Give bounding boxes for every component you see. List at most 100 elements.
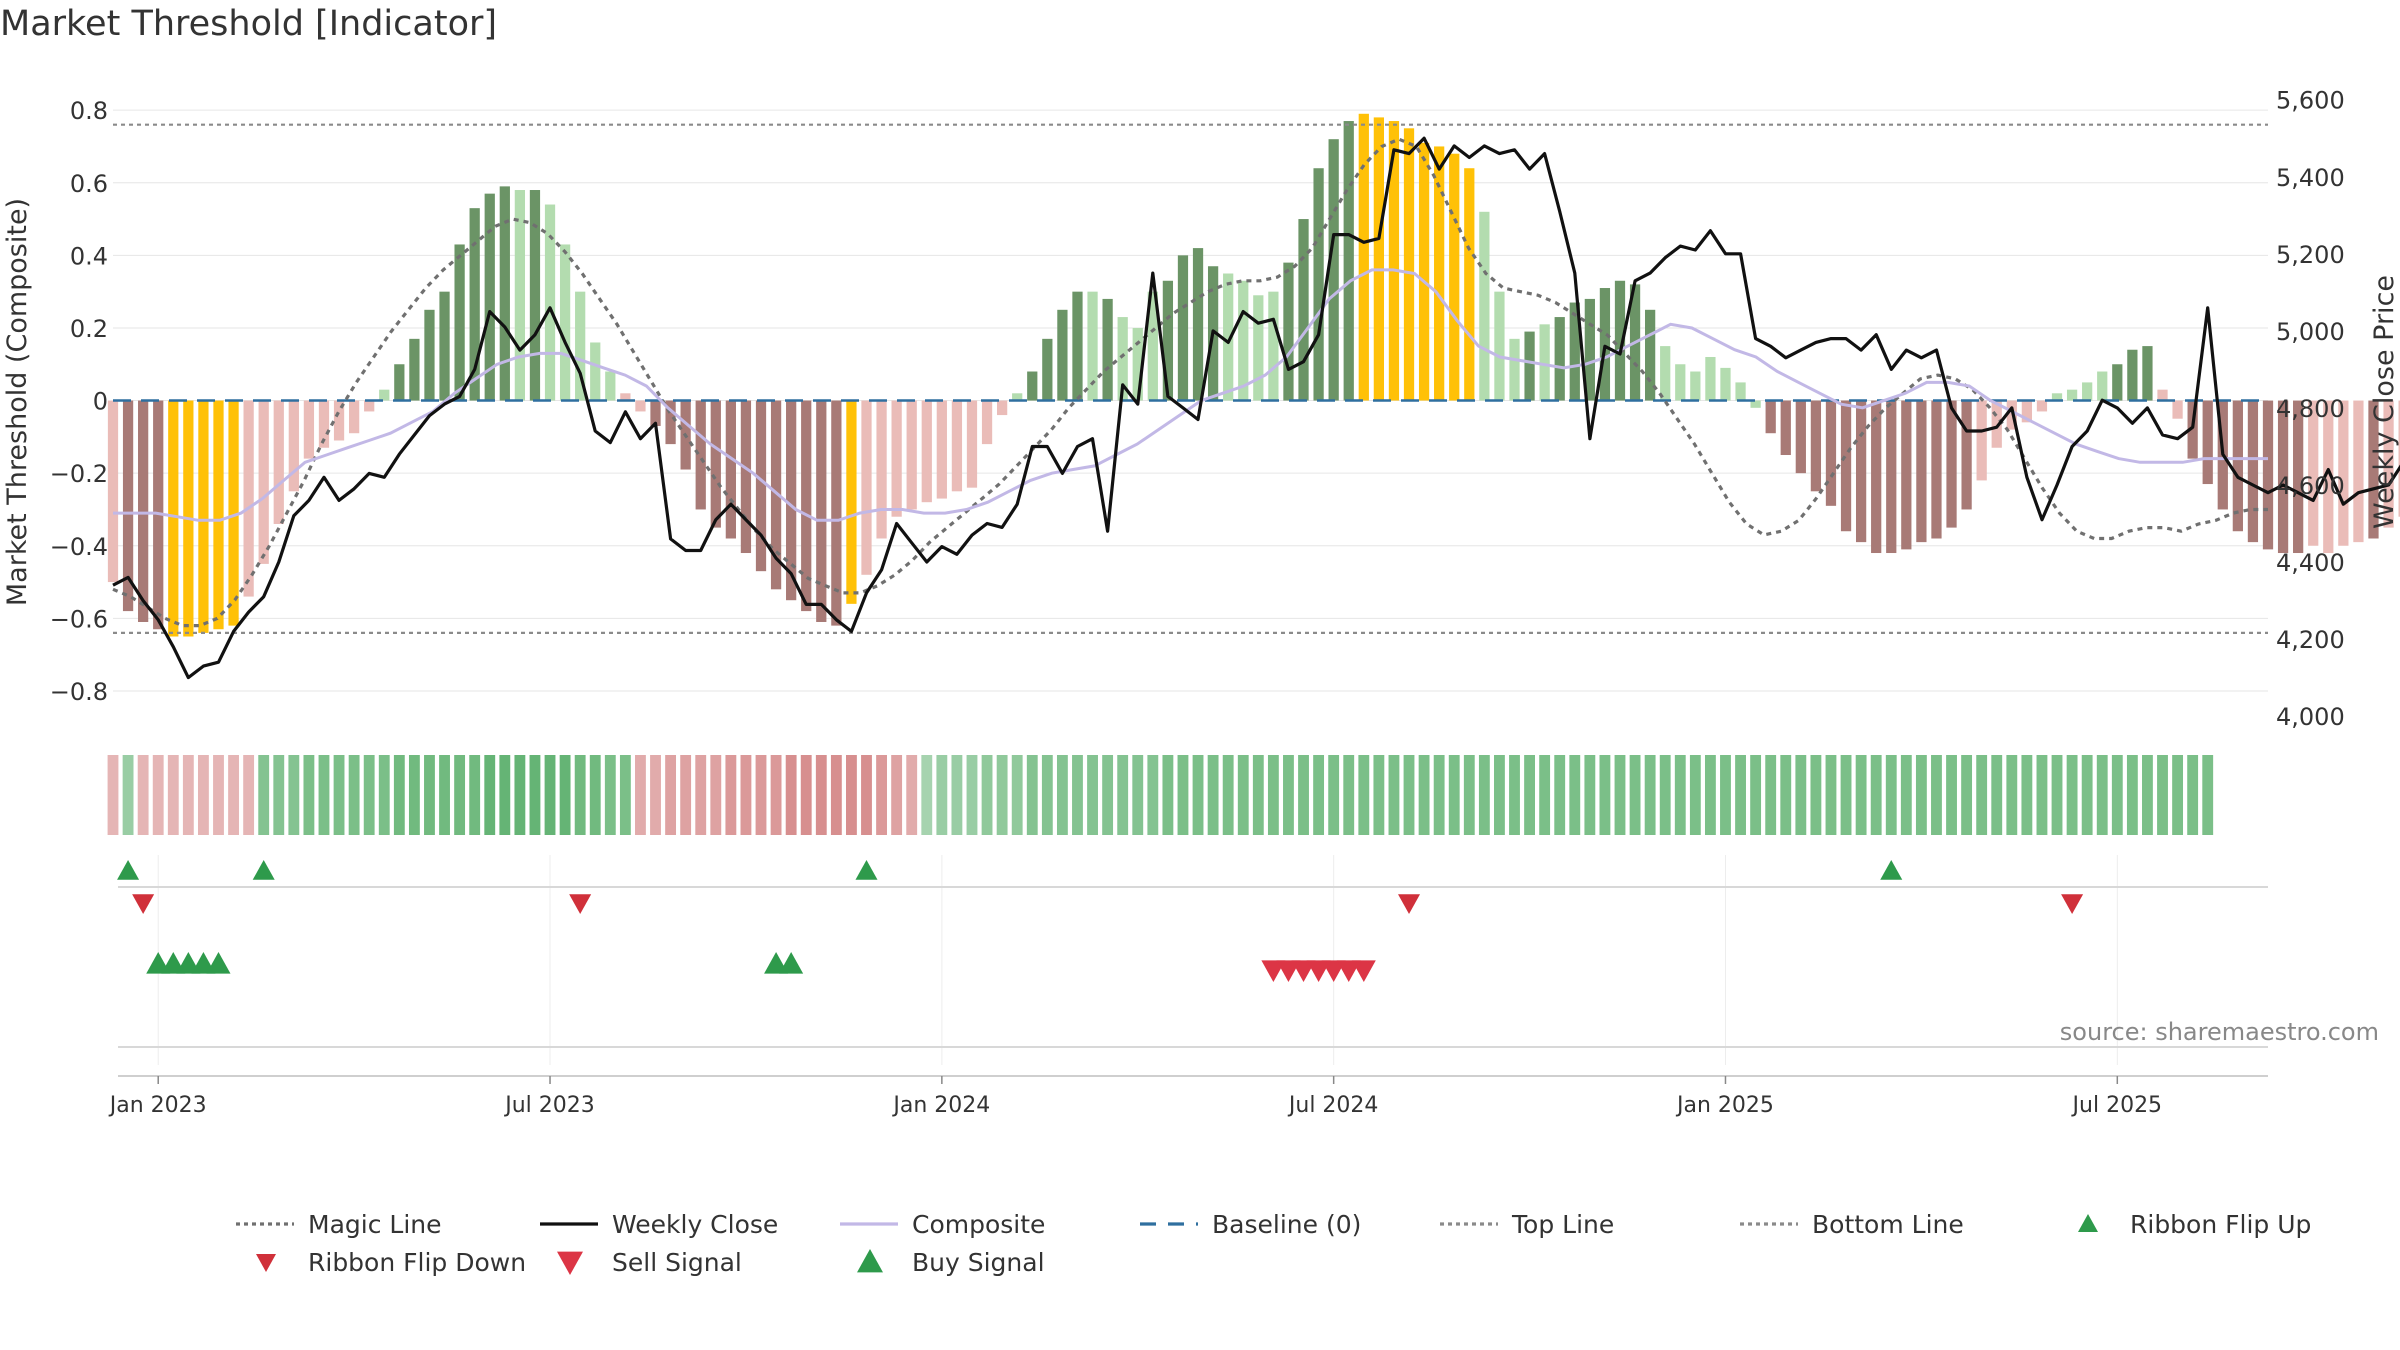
legend-label: Buy Signal — [912, 1248, 1045, 1277]
legend-label: Baseline (0) — [1212, 1210, 1361, 1239]
sell-signal-marker — [1261, 960, 1286, 982]
y-tick-label: −0.4 — [50, 533, 108, 561]
composite-bar — [499, 186, 510, 401]
ribbon-segment — [1222, 755, 1234, 835]
sell-signal-marker — [1306, 960, 1331, 982]
x-tick-label: Jan 2024 — [891, 1093, 990, 1118]
ribbon-segment — [1704, 755, 1716, 835]
composite-bar — [2112, 364, 2123, 401]
ribbon-segment — [1207, 755, 1219, 835]
ribbon-segment — [680, 755, 692, 835]
ribbon-flip-up-marker — [855, 860, 878, 880]
composite-bar — [1660, 346, 1671, 401]
composite-bar — [1871, 400, 1882, 554]
composite-bar — [1690, 371, 1701, 401]
composite-bar — [424, 309, 435, 401]
ribbon-segment — [273, 755, 285, 835]
composite-bar — [755, 400, 767, 572]
y2-tick-label: 4,200 — [2276, 626, 2345, 654]
buy-signal-marker — [191, 952, 216, 974]
ribbon-segment — [424, 755, 435, 835]
composite-bar — [484, 193, 495, 401]
composite-bar — [2247, 400, 2259, 543]
composite-bar — [2142, 346, 2153, 401]
composite-bar — [2398, 400, 2400, 517]
buy-signal-marker — [146, 952, 171, 974]
ribbon-segment — [559, 755, 571, 835]
ribbon-segment — [1117, 755, 1129, 835]
ribbon-segment — [1644, 755, 1656, 835]
y-tick-label: 0 — [93, 388, 108, 416]
legend-label: Top Line — [1511, 1210, 1614, 1239]
ribbon-segment — [243, 755, 255, 835]
composite-bar — [514, 190, 526, 401]
composite-bar — [1705, 356, 1716, 401]
legend-label: Sell Signal — [612, 1248, 742, 1277]
composite-bar — [1403, 128, 1415, 401]
composite-bar — [107, 400, 119, 583]
ribbon-segment — [484, 755, 496, 835]
ribbon-segment — [1313, 755, 1325, 835]
composite-bar — [168, 400, 179, 637]
composite-bar — [2262, 400, 2274, 550]
composite-bar — [1916, 400, 1927, 543]
composite-bar — [1268, 291, 1279, 401]
composite-bar — [2187, 400, 2198, 459]
composite-bar — [198, 400, 209, 633]
ribbon-segment — [544, 755, 556, 835]
y-tick-label: −0.2 — [50, 460, 108, 488]
ribbon-segment — [2126, 755, 2138, 835]
ribbon-segment — [1689, 755, 1701, 835]
composite-bar — [1147, 291, 1158, 401]
composite-bar — [1057, 309, 1068, 401]
ribbon-segment — [604, 755, 616, 835]
composite-bar — [1539, 324, 1550, 401]
composite-bar — [951, 400, 963, 492]
y2-tick-label: 4,800 — [2276, 395, 2345, 423]
composite-bar — [1223, 273, 1234, 401]
composite-bar — [2232, 400, 2243, 532]
composite-bar — [665, 400, 676, 445]
composite-bar — [861, 400, 872, 575]
ribbon-segment — [1991, 755, 2003, 835]
composite-bar — [1027, 371, 1038, 401]
ribbon-segment — [1795, 755, 1807, 835]
composite-bar — [1509, 338, 1520, 401]
ribbon-segment — [1072, 755, 1083, 835]
legend-item-ribbon-flip-up: Ribbon Flip Up — [2078, 1210, 2311, 1239]
composite-bar — [2066, 389, 2078, 401]
ribbon-segment — [1373, 755, 1385, 835]
ribbon-segment — [1509, 755, 1520, 835]
composite-bar — [333, 400, 345, 441]
legend-swatch — [2078, 1214, 2098, 1232]
ribbon-segment — [499, 755, 511, 835]
composite-bar — [1177, 255, 1189, 401]
ribbon-segment — [1147, 755, 1159, 835]
ribbon-segment — [1298, 755, 1309, 835]
composite-bar — [2353, 400, 2364, 543]
ribbon-segment — [137, 755, 149, 835]
ribbon-segment — [1162, 755, 1174, 835]
ribbon-segment — [589, 755, 601, 835]
ribbon-segment — [1750, 755, 1762, 835]
legend-item-top-line: Top Line — [1440, 1210, 1614, 1239]
composite-bar — [273, 400, 284, 524]
y-tick-label: 0.8 — [70, 97, 108, 125]
composite-bar — [213, 400, 224, 630]
ribbon-segment — [1915, 755, 1927, 835]
ribbon-segment — [740, 755, 752, 835]
y2-tick-label: 5,600 — [2276, 87, 2345, 115]
composite-bar — [1373, 117, 1384, 401]
sell-signal-marker — [1276, 960, 1301, 982]
ribbon-segment — [1252, 755, 1264, 835]
composite-bar — [379, 389, 390, 401]
ribbon-segment — [800, 755, 812, 835]
composite-bar — [469, 208, 480, 401]
x-tick-label: Jan 2025 — [1675, 1093, 1774, 1118]
ribbon-segment — [2111, 755, 2123, 835]
ribbon-segment — [906, 755, 918, 835]
composite-bar — [529, 190, 541, 401]
y-tick-label: 0.6 — [70, 170, 108, 198]
ribbon-segment — [2021, 755, 2033, 835]
ribbon-segment — [1041, 755, 1053, 835]
